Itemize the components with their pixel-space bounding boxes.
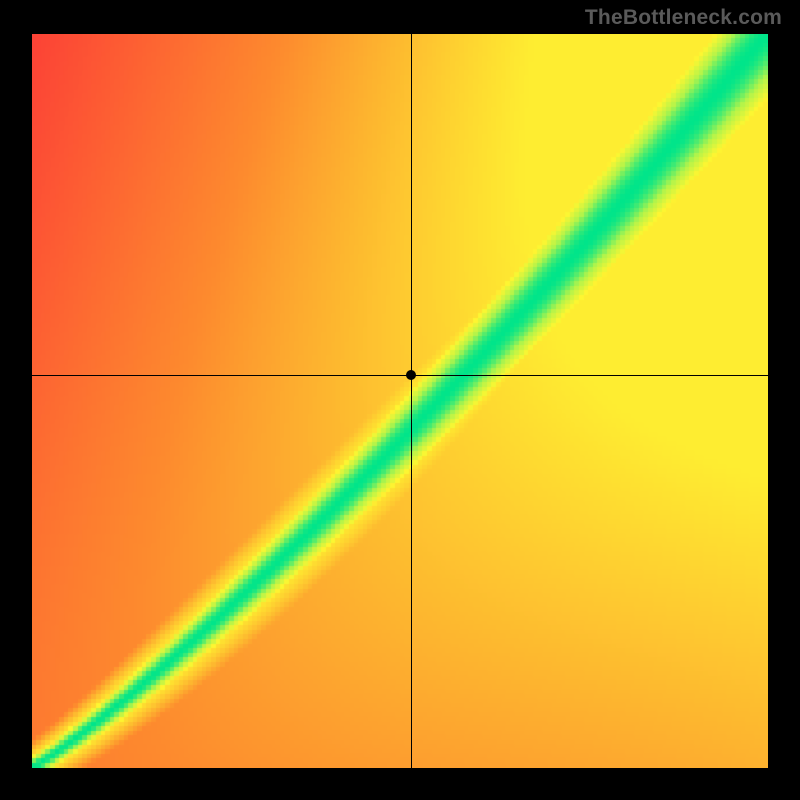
chart-container: TheBottleneck.com [0, 0, 800, 800]
border-right [768, 34, 800, 768]
border-bottom [0, 768, 800, 800]
border-left [0, 34, 32, 768]
watermark-text: TheBottleneck.com [585, 6, 782, 30]
crosshair-marker [406, 370, 416, 380]
heatmap-canvas [32, 34, 768, 768]
crosshair-horizontal [32, 375, 768, 376]
crosshair-vertical [411, 34, 412, 768]
